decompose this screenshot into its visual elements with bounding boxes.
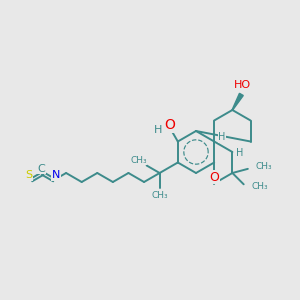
Text: CH₃: CH₃ [151, 190, 168, 200]
Text: S: S [25, 170, 32, 180]
Text: O: O [209, 170, 219, 184]
Text: H: H [154, 125, 162, 135]
Polygon shape [232, 93, 243, 110]
Text: C: C [38, 164, 46, 173]
Text: H: H [236, 148, 243, 158]
Text: HO: HO [234, 80, 251, 90]
Text: O: O [164, 118, 175, 132]
Text: CH₃: CH₃ [130, 156, 147, 165]
Text: CH₃: CH₃ [256, 162, 272, 171]
Text: N: N [52, 170, 60, 180]
Text: H: H [218, 133, 226, 142]
Text: CH₃: CH₃ [252, 182, 268, 191]
